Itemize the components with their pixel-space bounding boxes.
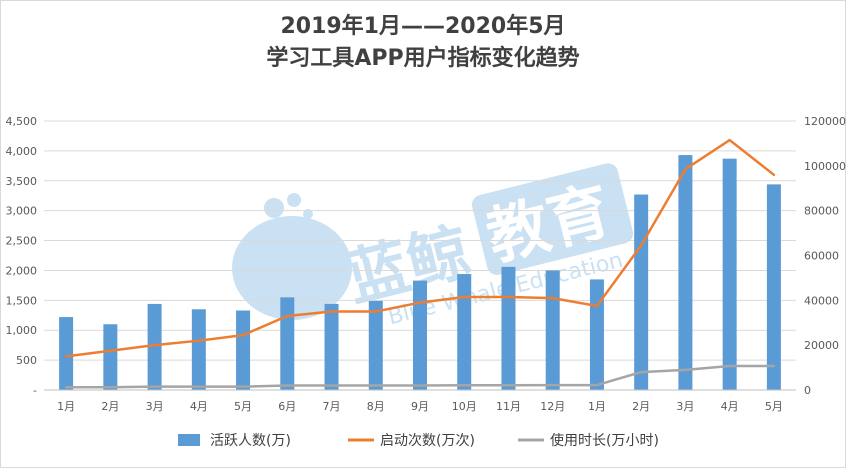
- x-tick-label: 3月: [676, 400, 694, 413]
- bar: [678, 155, 693, 390]
- x-tick-label: 1月: [588, 400, 606, 413]
- y-right-tick-label: 120000: [804, 115, 846, 128]
- bar: [545, 270, 560, 390]
- y-left-tick-label: 1,500: [6, 294, 38, 307]
- series-line: [64, 138, 776, 358]
- bar: [413, 280, 427, 390]
- bar: [634, 194, 649, 390]
- y-left-tick-label: 4,000: [6, 145, 38, 158]
- bar: [368, 300, 383, 390]
- watermark-logo-icon: [232, 216, 352, 320]
- watermark-drop-icon: [303, 209, 313, 219]
- y-axis-right: 0 20000 40000 60000 80000 100000 120000: [804, 115, 846, 397]
- x-tick-label: 4月: [721, 400, 739, 413]
- legend-label: 活跃人数(万): [210, 433, 291, 449]
- x-tick-label: 6月: [278, 400, 296, 413]
- x-tick-label: 8月: [367, 400, 385, 413]
- legend-swatch: [178, 434, 200, 446]
- x-tick-label: 2月: [101, 400, 119, 413]
- y-left-tick-label: -: [33, 384, 37, 397]
- bar: [280, 297, 295, 390]
- x-tick-label: 10月: [452, 400, 477, 413]
- bar-series: [59, 155, 781, 390]
- y-right-tick-label: 80000: [804, 205, 839, 218]
- legend: 活跃人数(万) 启动次数(万次) 使用时长(万小时): [178, 432, 659, 449]
- y-left-tick-label: 2,000: [6, 264, 38, 277]
- chart-title-line1: 2019年1月——2020年5月: [280, 14, 566, 39]
- watermark-drop-icon: [264, 198, 284, 218]
- y-right-tick-label: 100000: [804, 160, 846, 173]
- watermark-edu-box: [471, 163, 634, 275]
- bar: [147, 303, 162, 390]
- y-left-tick-label: 4,500: [6, 115, 38, 128]
- series-line: [64, 364, 776, 389]
- bar: [236, 310, 251, 390]
- y-left-tick-label: 2,500: [6, 235, 38, 248]
- y-left-tick-label: 3,000: [6, 205, 38, 218]
- y-left-tick-label: 1,000: [6, 324, 38, 337]
- x-tick-label: 4月: [190, 400, 208, 413]
- x-tick-label: 5月: [765, 400, 783, 413]
- y-right-tick-label: 60000: [804, 250, 839, 263]
- bar: [501, 266, 516, 390]
- x-tick-label: 11月: [496, 400, 521, 413]
- x-tick-label: 7月: [323, 400, 341, 413]
- bar: [766, 184, 781, 390]
- bar: [324, 303, 339, 390]
- bar: [191, 309, 206, 390]
- x-tick-label: 9月: [411, 400, 429, 413]
- x-axis: 1月 2月 3月 4月 5月 6月 7月 8月 9月 10月 11月 12月 1月 2月 3月 4月 5月: [44, 389, 796, 413]
- bar: [722, 158, 737, 390]
- x-tick-label: 2月: [632, 400, 650, 413]
- y-right-tick-label: 0: [804, 384, 811, 397]
- x-tick-label: 3月: [146, 400, 164, 413]
- bar: [103, 324, 118, 390]
- y-right-tick-label: 20000: [804, 339, 839, 352]
- x-tick-label: 12月: [540, 400, 565, 413]
- x-tick-label: 5月: [234, 400, 252, 413]
- bar: [59, 317, 74, 390]
- y-left-tick-label: 500: [16, 354, 37, 367]
- y-right-tick-label: 40000: [804, 294, 839, 307]
- bar: [589, 279, 604, 390]
- x-tick-label: 1月: [57, 400, 75, 413]
- legend-label: 使用时长(万小时): [550, 432, 659, 449]
- y-left-tick-label: 3,500: [6, 175, 38, 188]
- legend-label: 启动次数(万次): [380, 433, 475, 449]
- watermark-drop-icon: [287, 193, 301, 207]
- y-axis-left: - 500 1,000 1,500 2,000 2,500 3,000 3,500 4,000 4…: [6, 115, 38, 397]
- bar: [457, 274, 472, 390]
- line-series: [64, 138, 776, 389]
- chart-title-line2: 学习工具APP用户指标变化趋势: [266, 46, 580, 71]
